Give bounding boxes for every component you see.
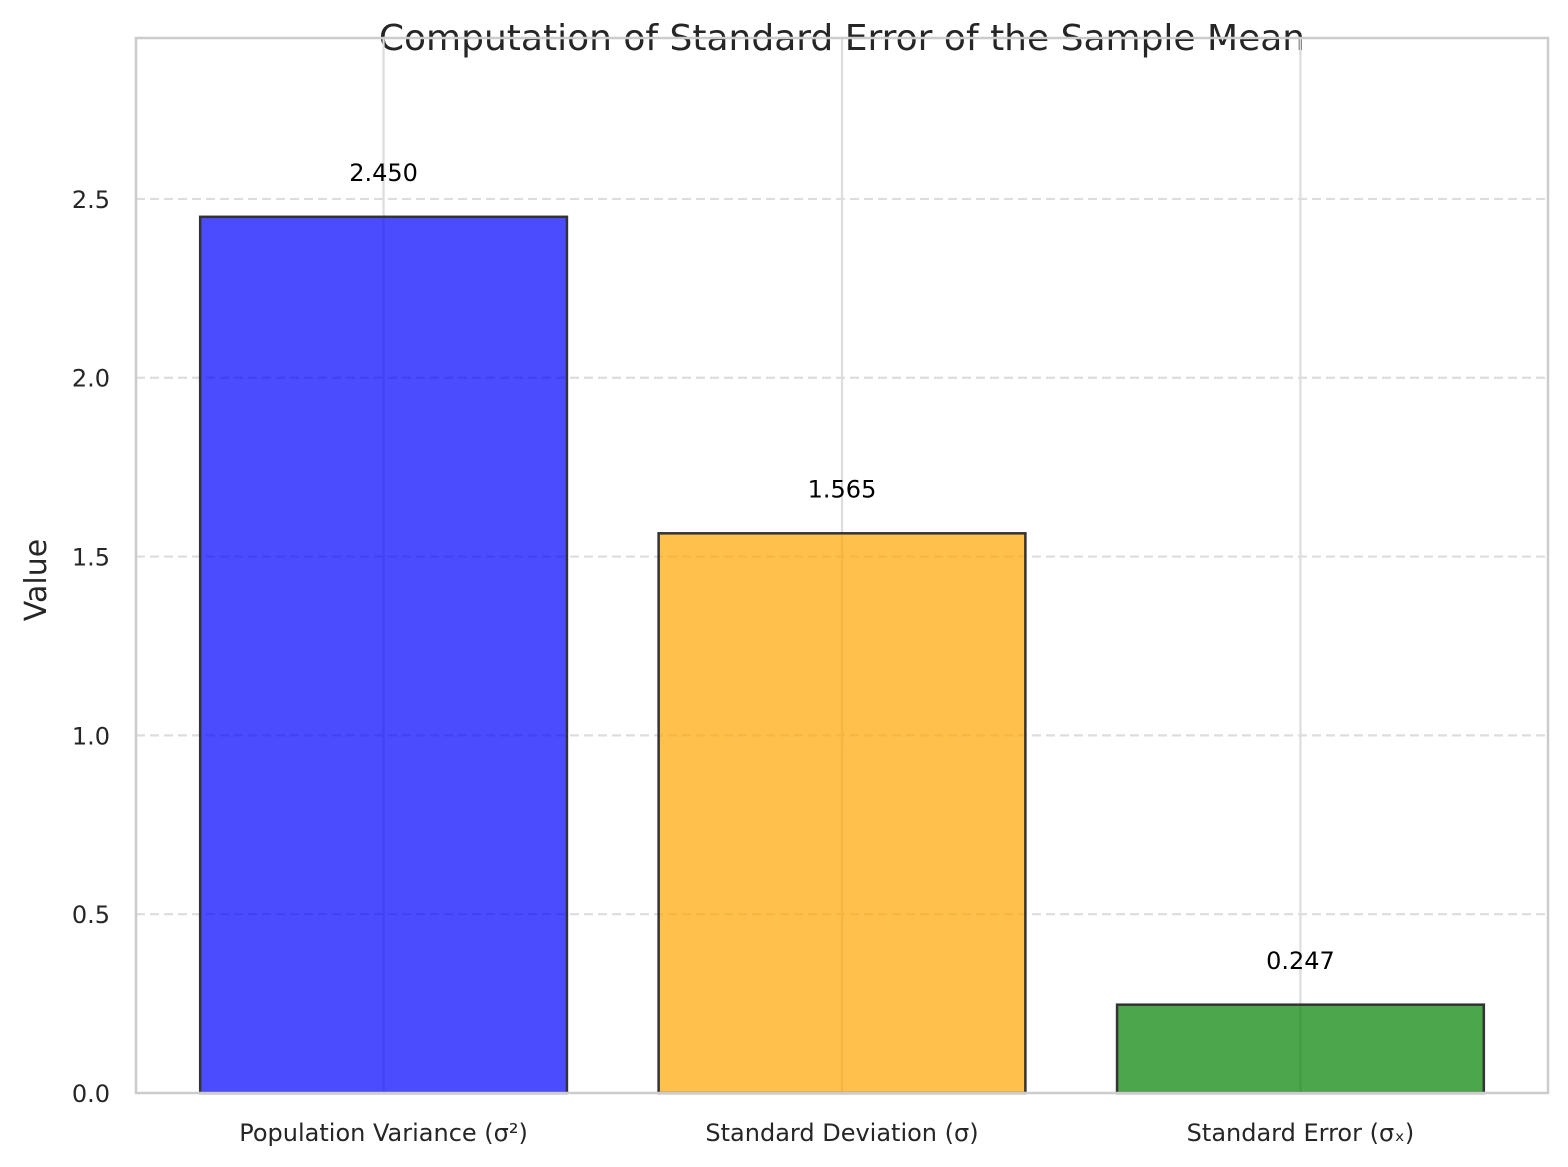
y-tick-label: 1.5: [72, 544, 110, 572]
tick-labels: 0.0 0.5 1.0 1.5 2.0 2.5 Population Variance (σ…: [72, 186, 1414, 1147]
bar-value-label: 2.450: [349, 159, 418, 187]
x-tick-label: Standard Deviation (σ): [705, 1119, 978, 1147]
bar-value-label: 0.247: [1266, 947, 1335, 975]
y-tick-label: 0.0: [72, 1080, 110, 1108]
bar: [1115, 1003, 1486, 1095]
plot-area: 0.0 0.5 1.0 1.5 2.0 2.5 Population Variance (σ…: [72, 36, 1550, 1147]
bar-value-label: 1.565: [808, 476, 877, 504]
x-tick-label: Standard Error (σₓ): [1187, 1119, 1415, 1147]
y-tick-label: 0.5: [72, 901, 110, 929]
data-labels: 2.450 1.565 0.247: [349, 159, 1335, 975]
plot-frame: [134, 36, 1550, 1095]
bar: [198, 215, 569, 1095]
x-tick-label: Population Variance (σ²): [239, 1119, 528, 1147]
y-tick-label: 2.0: [72, 365, 110, 393]
bars: [198, 215, 1486, 1095]
y-tick-label: 2.5: [72, 186, 110, 214]
y-axis-label: Value: [19, 539, 54, 621]
bar: [657, 532, 1027, 1095]
y-tick-label: 1.0: [72, 722, 110, 750]
